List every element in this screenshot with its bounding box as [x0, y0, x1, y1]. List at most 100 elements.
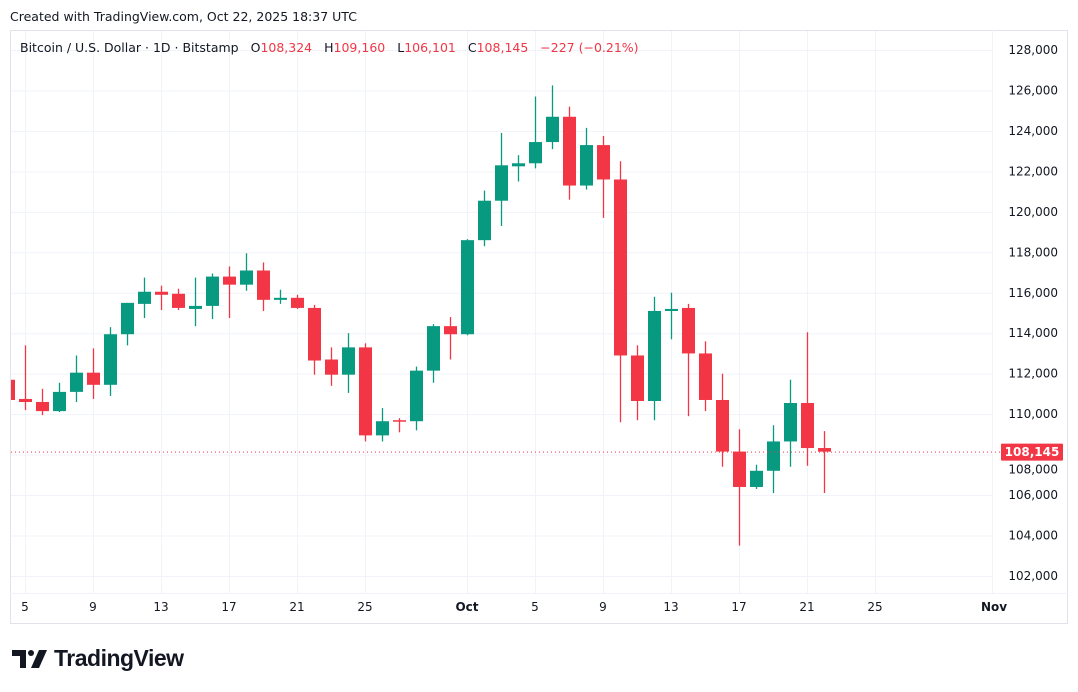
candle-2025-10-12[interactable]	[648, 296, 661, 421]
candle-body	[87, 372, 100, 385]
candle-2025-09-25[interactable]	[359, 343, 372, 442]
last-price-label: 108,145	[1005, 445, 1060, 459]
candle-2025-10-15[interactable]	[699, 341, 712, 412]
candle-2025-09-28[interactable]	[410, 366, 423, 431]
price-tick-label: 114,000	[1008, 326, 1058, 340]
price-tick-label: 102,000	[1008, 569, 1058, 583]
created-with-caption: Created with TradingView.com, Oct 22, 20…	[10, 9, 357, 24]
candle-2025-09-18[interactable]	[240, 253, 253, 291]
candle-body	[53, 391, 66, 412]
candle-2025-09-17[interactable]	[223, 266, 236, 319]
candle-2025-09-24[interactable]	[342, 333, 355, 393]
candle-2025-09-20[interactable]	[274, 289, 287, 304]
candle-2025-10-22[interactable]	[818, 431, 831, 494]
candle-2025-09-29[interactable]	[427, 324, 440, 383]
candle-2025-09-14[interactable]	[172, 288, 185, 310]
candle-2025-09-15[interactable]	[189, 277, 202, 327]
candle-2025-10-02[interactable]	[478, 190, 491, 247]
candle-2025-09-12[interactable]	[138, 277, 151, 319]
price-axis[interactable]: 102,000 104,000 106,000 108,000 110,000 112,0…	[1008, 43, 1058, 583]
time-tick-label: 17	[221, 600, 236, 614]
tradingview-logo[interactable]: TradingView	[12, 645, 184, 672]
time-tick-label: 25	[357, 600, 372, 614]
candle-2025-09-11[interactable]	[121, 302, 134, 346]
candle-2025-09-05[interactable]	[19, 345, 32, 411]
candle-2025-09-13[interactable]	[155, 285, 168, 310]
candle-2025-09-19[interactable]	[257, 262, 270, 311]
candle-2025-10-14[interactable]	[682, 303, 695, 417]
candle-body	[767, 441, 780, 471]
last-price-badge	[1001, 443, 1063, 461]
candle-2025-10-05[interactable]	[529, 96, 542, 169]
time-tick-label: Nov	[981, 600, 1007, 614]
candle-2025-09-21[interactable]	[291, 294, 304, 309]
candle-2025-10-20[interactable]	[784, 379, 797, 467]
symbol-title: Bitcoin / U.S. Dollar · 1D · Bitstamp	[20, 40, 239, 55]
candle-body	[733, 451, 746, 487]
candle-2025-10-04[interactable]	[512, 155, 525, 182]
candle-2025-09-07[interactable]	[53, 382, 66, 413]
candle-body	[529, 142, 542, 164]
candle-2025-09-09[interactable]	[87, 348, 100, 399]
candle-2025-10-21[interactable]	[801, 332, 814, 466]
candle-body	[138, 291, 151, 304]
tradingview-logo-text: TradingView	[54, 645, 184, 671]
candle-body	[495, 165, 508, 201]
time-tick-label: 9	[599, 600, 607, 614]
price-tick-label: 118,000	[1008, 245, 1058, 259]
chart-frame	[10, 30, 1068, 624]
time-tick-label: 9	[89, 600, 97, 614]
candle-2025-09-30[interactable]	[444, 317, 457, 360]
close-value: 108,145	[476, 40, 529, 55]
candle-body	[274, 297, 287, 300]
candle-2025-10-11[interactable]	[631, 345, 644, 421]
candle-2025-10-19[interactable]	[767, 425, 780, 494]
candle-2025-10-03[interactable]	[495, 132, 508, 227]
candle-2025-10-17[interactable]	[733, 429, 746, 546]
candle-body	[70, 372, 83, 392]
candle-2025-09-10[interactable]	[104, 327, 117, 396]
candle-2025-09-23[interactable]	[325, 347, 338, 386]
time-axis[interactable]: 5 9 13 17 21 25 Oct 5 9 13 17 21 25 Nov	[21, 600, 1007, 614]
high-value: 109,160	[333, 40, 386, 55]
candle-2025-09-27[interactable]	[393, 418, 406, 433]
time-tick-label: 13	[153, 600, 168, 614]
time-tick-label: 5	[531, 600, 539, 614]
candle-body	[325, 359, 338, 375]
candle-2025-10-07[interactable]	[563, 106, 576, 200]
candle-2025-10-16[interactable]	[716, 373, 729, 467]
candle-2025-09-08[interactable]	[70, 355, 83, 403]
low-value: 106,101	[404, 40, 456, 55]
candle-2025-10-18[interactable]	[750, 464, 763, 489]
open-label: O	[250, 40, 261, 55]
candles	[2, 85, 831, 546]
candle-body	[189, 305, 202, 309]
candle-2025-10-08[interactable]	[580, 127, 593, 190]
price-tick-label: 120,000	[1008, 205, 1058, 219]
candle-2025-10-09[interactable]	[597, 135, 610, 218]
price-tick-label: 124,000	[1008, 124, 1058, 138]
candle-body	[36, 402, 49, 412]
candle-2025-09-16[interactable]	[206, 273, 219, 320]
candle-2025-10-10[interactable]	[614, 161, 627, 423]
time-tick-label: 25	[867, 600, 882, 614]
grid-lines	[11, 31, 992, 593]
candle-body	[461, 240, 474, 335]
candle-2025-10-01[interactable]	[461, 239, 474, 336]
candle-body	[121, 302, 134, 335]
candle-body	[546, 116, 559, 143]
candle-2025-09-06[interactable]	[36, 388, 49, 416]
candle-body	[359, 347, 372, 436]
open-value: 108,324	[260, 40, 313, 55]
candle-2025-09-22[interactable]	[308, 304, 321, 375]
time-tick-label: 21	[289, 600, 304, 614]
candle-body	[648, 310, 661, 401]
high-label: H	[324, 40, 334, 55]
price-tick-label: 122,000	[1008, 164, 1058, 178]
candle-2025-09-04[interactable]	[2, 372, 15, 402]
candle-2025-09-26[interactable]	[376, 408, 389, 442]
candle-body	[427, 326, 440, 371]
candle-2025-10-13[interactable]	[665, 292, 678, 340]
candle-2025-10-06[interactable]	[546, 85, 559, 150]
